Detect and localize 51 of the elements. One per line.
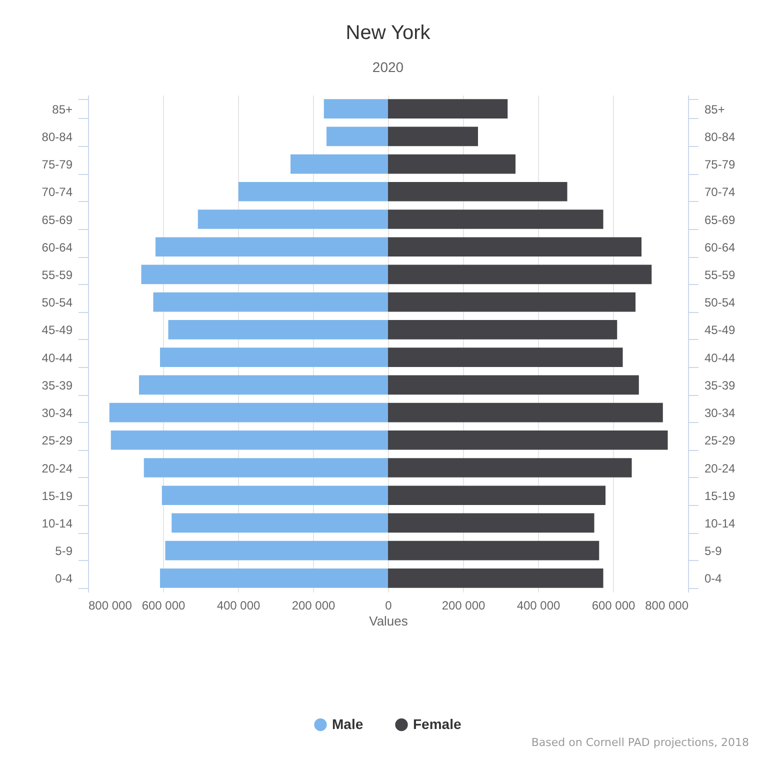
y-tick-label: 25-29 <box>42 434 73 448</box>
category-label: 0-4 <box>704 572 722 586</box>
y-tick-label: 0-4 <box>55 572 73 586</box>
x-tick-label: 0 <box>385 598 392 612</box>
y-tick-label: 45-49 <box>42 323 73 338</box>
x-tick-label: 400 000 <box>516 598 561 612</box>
category-label: 5-9 <box>704 544 722 558</box>
x-tick-label: 600 000 <box>592 598 636 612</box>
y-tick-label: 65-69 <box>42 212 73 227</box>
x-tick-label: 800 000 <box>88 598 132 612</box>
y-tick-label: 75-79 <box>42 158 73 172</box>
x-axis-title: Values <box>369 614 408 628</box>
y-tick-label: 20-24 <box>42 461 73 476</box>
category-label: 60-64 <box>704 240 736 254</box>
y-tick-label: 30-34 <box>42 406 73 420</box>
y-tick-label: 35-39 <box>42 378 73 392</box>
category-label: 10-14 <box>704 516 736 530</box>
y-tick-label: 50-54 <box>42 296 73 310</box>
category-label: 55-59 <box>704 268 736 282</box>
category-label: 75-79 <box>704 158 736 172</box>
legend-label: Male <box>332 716 364 732</box>
category-label: 80-84 <box>704 130 736 144</box>
category-label: 65-69 <box>704 212 736 227</box>
y-tick-label: 55-59 <box>42 268 73 282</box>
category-label: 85+ <box>704 102 725 116</box>
x-tick-label: 600 000 <box>142 598 186 612</box>
chart-title: New York <box>346 22 432 44</box>
chart-subtitle: 2020 <box>372 59 404 75</box>
category-label: 30-34 <box>704 406 736 420</box>
y-tick-label: 80-84 <box>42 130 73 144</box>
y-tick-label: 15-19 <box>42 488 73 503</box>
category-label: 35-39 <box>704 378 736 392</box>
category-label: 20-24 <box>704 461 736 476</box>
category-label: 50-54 <box>704 296 736 310</box>
category-label: 25-29 <box>704 434 736 448</box>
y-tick-label: 10-14 <box>42 516 73 530</box>
text: Based on Cornell PAD projections, 2018 <box>531 736 749 749</box>
x-tick-label: 800 000 <box>645 598 689 612</box>
y-tick-label: 40-44 <box>42 350 73 365</box>
y-tick-label: 5-9 <box>55 544 73 558</box>
y-tick-label: 70-74 <box>42 185 73 200</box>
x-tick-label: 400 000 <box>216 598 261 612</box>
x-tick-label: 200 000 <box>442 598 486 612</box>
category-label: 40-44 <box>704 350 736 365</box>
x-tick-label: 200 000 <box>292 598 336 612</box>
y-tick-label: 85+ <box>52 102 72 116</box>
category-label: 45-49 <box>704 323 736 338</box>
legend-label: Female <box>413 716 462 732</box>
category-label: 15-19 <box>704 488 736 503</box>
category-label: 70-74 <box>704 185 736 200</box>
y-tick-label: 60-64 <box>42 240 73 254</box>
